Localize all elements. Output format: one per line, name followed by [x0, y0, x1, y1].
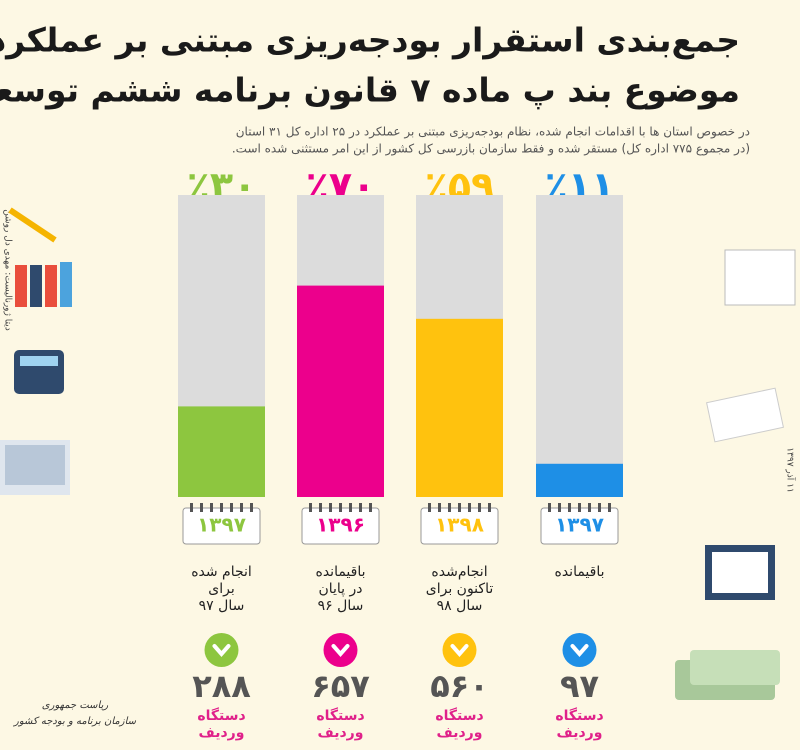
- logo-text: ریاست جمهوری: [42, 700, 109, 711]
- title: موضوع بند پ ماده ۷ قانون برنامه ششم توسع…: [0, 71, 740, 111]
- calendar-ring: [359, 503, 362, 512]
- unit: وردیف: [557, 725, 603, 741]
- calendar-ring: [309, 503, 312, 512]
- category-label: تاکنون برای: [426, 581, 494, 597]
- chevron: [570, 644, 589, 658]
- decorations: [0, 207, 796, 700]
- category-label: انجام شده: [191, 564, 252, 580]
- category-label: سال ۹۸: [437, 598, 483, 614]
- calendar-ring: [478, 503, 481, 512]
- calendar-ring: [349, 503, 352, 512]
- chevron: [212, 644, 231, 658]
- unit: دستگاه: [316, 707, 364, 724]
- subtitle: در خصوص استان ها با اقدامات انجام شده، ن…: [236, 125, 750, 140]
- calendar-ring: [608, 503, 611, 512]
- category-label: باقیمانده: [315, 564, 365, 580]
- category-label: باقیمانده: [554, 564, 604, 580]
- date: ۱۱ آذر ۱۳۹۷: [785, 447, 797, 493]
- calendar-ring: [468, 503, 471, 512]
- logo-text: سازمان برنامه و بودجه کشور: [12, 716, 137, 727]
- bar: [297, 285, 384, 497]
- calendar-ring: [329, 503, 332, 512]
- unit: دستگاه: [555, 707, 603, 724]
- bar: [416, 318, 503, 497]
- chevron: [331, 644, 350, 658]
- subtitle: (در مجموع ۷۷۵ اداره کل) مستقر شده و فقط …: [232, 142, 750, 157]
- unit: دستگاه: [435, 707, 483, 724]
- year: ۱۳۹۸: [435, 513, 484, 537]
- calendar-ring: [578, 503, 581, 512]
- category-label: سال ۹۶: [318, 598, 364, 614]
- count: ۹۷: [560, 667, 600, 705]
- year: ۱۳۹۷: [197, 513, 246, 537]
- count: ۶۵۷: [311, 667, 370, 705]
- calendar-ring: [339, 503, 342, 512]
- calendar-ring: [458, 503, 461, 512]
- calendar-ring: [230, 503, 233, 512]
- category-label: انجام‌شده: [431, 564, 487, 580]
- calendar-ring: [200, 503, 203, 512]
- calendar-ring: [250, 503, 253, 512]
- calendar-ring: [588, 503, 591, 512]
- year: ۱۳۹۶: [316, 513, 365, 537]
- calendar-ring: [548, 503, 551, 512]
- unit: دستگاه: [197, 707, 245, 724]
- chevron: [450, 644, 469, 658]
- calendar-ring: [558, 503, 561, 512]
- chevron-badge: [323, 633, 358, 667]
- bar: [536, 463, 623, 497]
- category-label: سال ۹۷: [199, 598, 245, 614]
- chevron-badge: [562, 633, 597, 667]
- title: جمع‌بندی استقرار بودجه‌ریزی مبتنی بر عمل…: [0, 21, 740, 61]
- calendar-ring: [488, 503, 491, 512]
- calendar-ring: [319, 503, 322, 512]
- unit: وردیف: [318, 725, 364, 741]
- calendar-ring: [190, 503, 193, 512]
- calendar-ring: [598, 503, 601, 512]
- count: ۵۶۰: [430, 667, 489, 705]
- category-label: در پایان: [318, 581, 362, 597]
- unit: وردیف: [199, 725, 245, 741]
- chevron-badge: [204, 633, 239, 667]
- bar: [178, 406, 265, 497]
- calendar-ring: [428, 503, 431, 512]
- bar-track: [536, 195, 623, 497]
- calendar-ring: [448, 503, 451, 512]
- category-label: برای: [208, 581, 234, 597]
- unit: وردیف: [437, 725, 483, 741]
- credit: دیتا ژورنالیست: مهدی دل روشن: [3, 209, 13, 330]
- chevron-badge: [442, 633, 477, 667]
- calendar-ring: [240, 503, 243, 512]
- calendar-ring: [438, 503, 441, 512]
- calendar-ring: [210, 503, 213, 512]
- calendar-ring: [568, 503, 571, 512]
- calendar-ring: [369, 503, 372, 512]
- year: ۱۳۹۷: [555, 513, 604, 537]
- count: ۲۸۸: [192, 667, 251, 705]
- calendar-ring: [220, 503, 223, 512]
